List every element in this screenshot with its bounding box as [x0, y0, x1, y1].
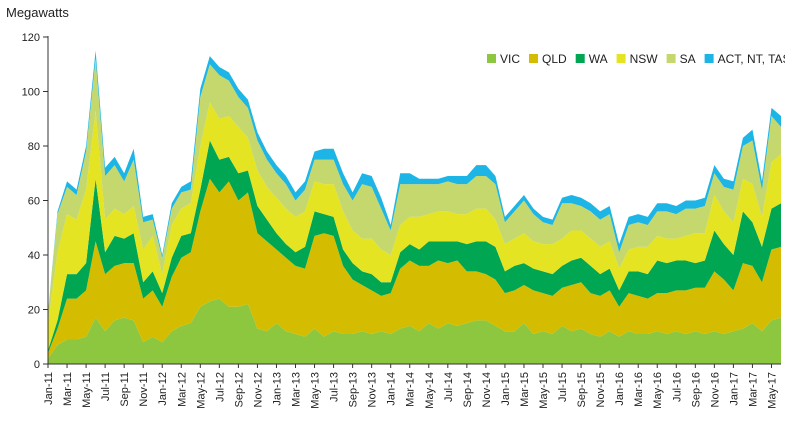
legend: VIC QLD WA NSW SA ACT, NT, TAS: [487, 52, 785, 66]
x-tick-label: Nov-15: [595, 372, 607, 407]
y-tick-label: 20: [28, 305, 40, 317]
x-tick-label: Nov-11: [138, 372, 150, 407]
x-axis: Jan-11 Mar-11 May-11 Jul-11 Sep-11 Nov-11 Jan-…: [43, 363, 781, 409]
x-tick-label: Nov-16: [709, 372, 721, 407]
y-axis: 0 20 40 60 80 100 120: [22, 32, 49, 371]
x-tick-label: Jul-15: [557, 372, 569, 402]
x-tick-label: Mar-17: [747, 372, 759, 407]
x-tick-label: Sep-11: [119, 372, 131, 407]
x-tick-label: May-13: [310, 372, 322, 409]
area-qld: [48, 178, 781, 359]
x-tick-label: Jul-11: [100, 372, 112, 401]
x-tick-label: Mar-13: [291, 372, 303, 407]
area-wa: [48, 140, 781, 354]
legend-label-sa: SA: [680, 52, 696, 66]
x-tick-label: Sep-12: [233, 372, 245, 407]
x-tick-label: May-16: [652, 372, 664, 409]
x-tick-label: Jul-13: [329, 372, 341, 402]
x-tick-label: Nov-13: [367, 372, 379, 407]
x-tick-label: Nov-14: [481, 372, 493, 407]
area-nsw: [48, 102, 781, 351]
y-tick-label: 120: [22, 32, 40, 44]
y-tick-label: 0: [34, 359, 40, 371]
legend-swatch-sa: [666, 54, 676, 63]
x-tick-label: Mar-15: [519, 372, 531, 407]
area-sa: [48, 58, 781, 324]
x-tick-label: Sep-14: [462, 372, 474, 407]
area-act-nt-tas: [48, 50, 781, 313]
x-tick-label: Sep-16: [690, 372, 702, 407]
x-tick-label: Jan-11: [43, 372, 55, 405]
x-tick-label: Sep-13: [348, 372, 360, 407]
legend-swatch-wa: [575, 54, 585, 63]
y-tick-label: 80: [28, 141, 40, 153]
legend-label-vic: VIC: [500, 52, 520, 66]
x-tick-label: Jul-12: [214, 372, 226, 402]
x-tick-label: Mar-16: [633, 372, 645, 407]
x-tick-label: Jan-12: [157, 372, 169, 406]
y-tick-label: 100: [22, 87, 40, 99]
x-tick-label: Jul-16: [671, 372, 683, 402]
y-tick-label: 40: [28, 250, 40, 262]
x-tick-label: May-14: [424, 372, 436, 409]
series-areas: [48, 50, 781, 364]
legend-swatch-vic: [487, 54, 496, 63]
legend-label-nsw: NSW: [630, 52, 659, 66]
x-tick-label: Sep-15: [576, 372, 588, 407]
x-tick-label: Jan-17: [728, 372, 740, 406]
x-tick-label: Mar-12: [176, 372, 188, 407]
x-tick-label: Jan-15: [500, 372, 512, 406]
legend-swatch-act-nt-tas: [704, 54, 714, 63]
legend-swatch-qld: [529, 54, 539, 63]
x-tick-label: Jan-13: [271, 372, 283, 406]
x-tick-label: Jan-16: [614, 372, 626, 406]
x-tick-label: Mar-11: [62, 372, 74, 406]
x-tick-label: Jul-14: [443, 372, 455, 402]
y-axis-title: Megawatts: [6, 5, 69, 20]
area-vic: [48, 298, 781, 364]
x-tick-label: May-15: [538, 372, 550, 409]
legend-label-act-nt-tas: ACT, NT, TAS: [718, 52, 785, 66]
x-tick-label: May-11: [81, 372, 93, 408]
x-tick-label: Nov-12: [252, 372, 264, 407]
legend-swatch-nsw: [616, 54, 626, 63]
y-tick-label: 60: [28, 196, 40, 208]
legend-label-qld: QLD: [542, 52, 567, 66]
x-tick-label: Jan-14: [386, 372, 398, 406]
legend-label-wa: WA: [589, 52, 608, 66]
x-tick-label: May-12: [195, 372, 207, 409]
x-tick-label: May-17: [766, 372, 778, 409]
x-tick-label: Mar-14: [405, 372, 417, 407]
